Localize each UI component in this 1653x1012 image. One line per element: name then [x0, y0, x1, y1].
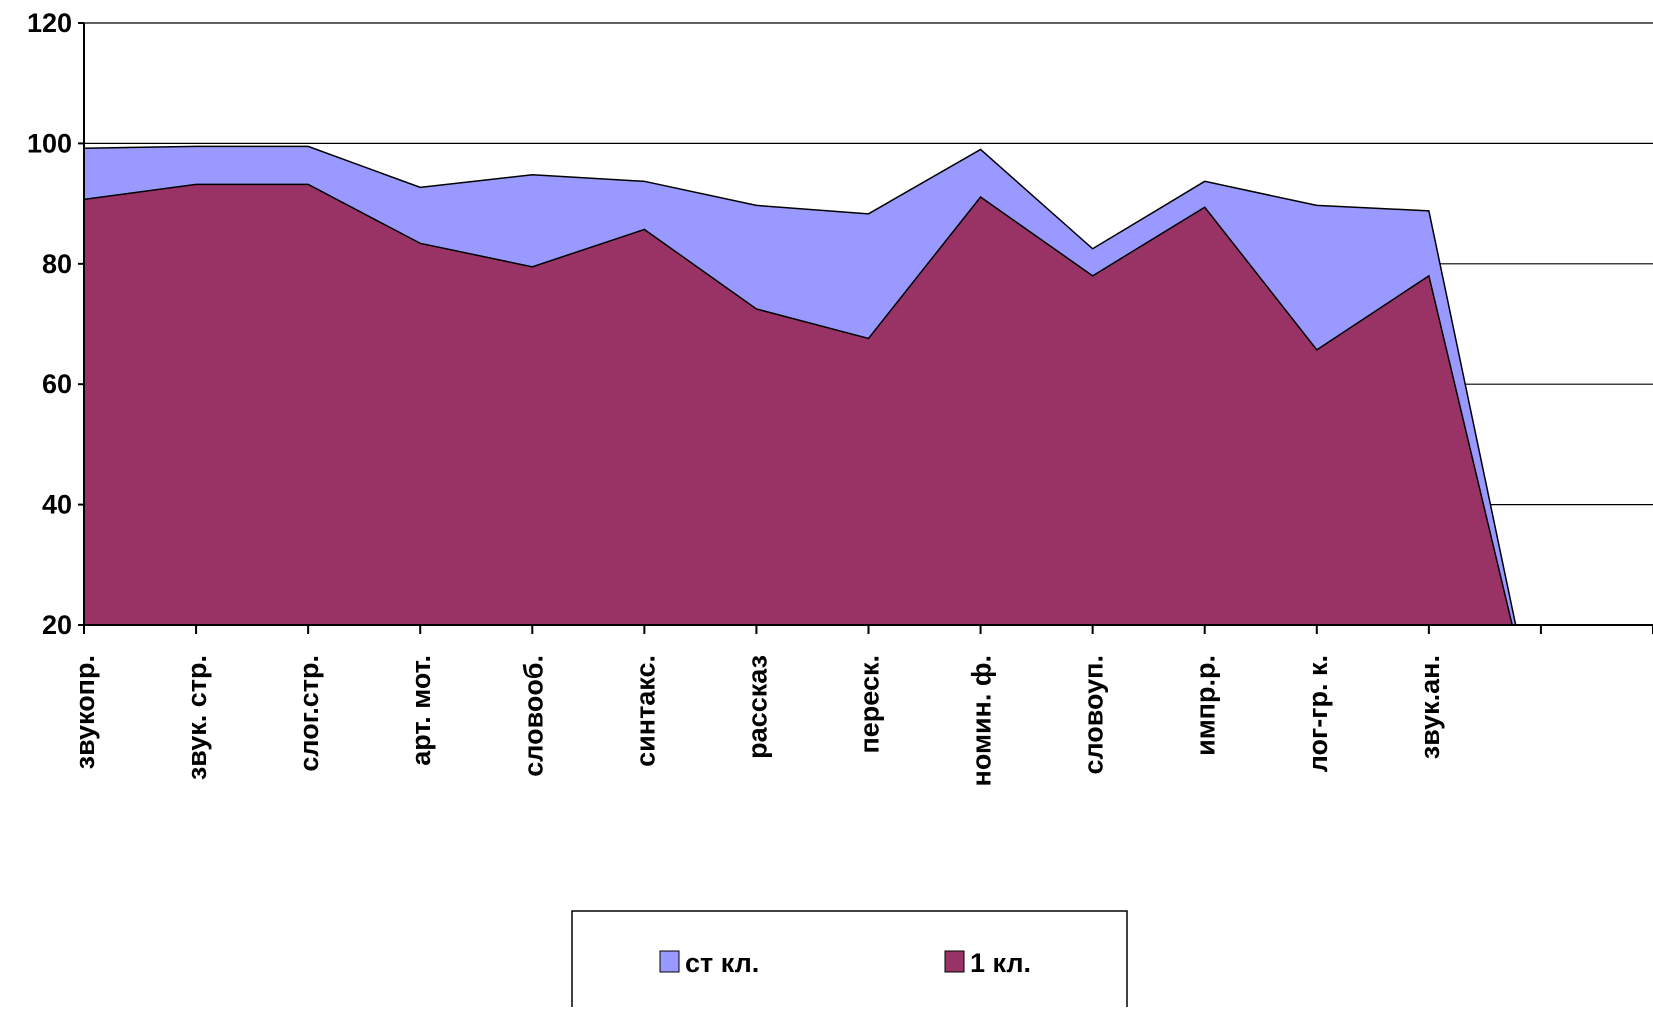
y-tick-label: 100 — [27, 128, 72, 158]
x-tick-label: переск. — [855, 655, 885, 754]
y-tick-label: 20 — [42, 610, 72, 640]
x-tick-label: лог-гр. к. — [1303, 655, 1333, 772]
y-tick-label: 40 — [42, 490, 72, 520]
legend-box — [571, 910, 1128, 1012]
y-tick-label: 80 — [42, 249, 72, 279]
x-tick-label: словооб. — [518, 655, 548, 777]
x-tick-label: арт. мот. — [406, 655, 436, 766]
legend-label: 1 кл. — [970, 948, 1031, 978]
x-tick-label: слог.стр. — [294, 655, 324, 772]
x-tick-label: импр.р. — [1191, 655, 1221, 756]
legend-swatch — [659, 950, 680, 973]
x-tick-label: звук.ан. — [1415, 655, 1445, 759]
area — [84, 183, 1542, 625]
x-tick-label: синтакс. — [630, 655, 660, 767]
x-tick-label: рассказ — [742, 655, 772, 759]
x-tick-label: звукопр. — [70, 655, 100, 769]
legend-label: ст кл. — [685, 948, 759, 978]
y-tick-label: 60 — [42, 369, 72, 399]
x-tick-label: словоуп. — [1079, 655, 1109, 775]
legend-swatch — [944, 950, 965, 973]
x-tick-label: звук. стр. — [182, 655, 212, 780]
y-tick-label: 120 — [27, 8, 72, 38]
x-tick-label: номин. ф. — [967, 655, 997, 786]
